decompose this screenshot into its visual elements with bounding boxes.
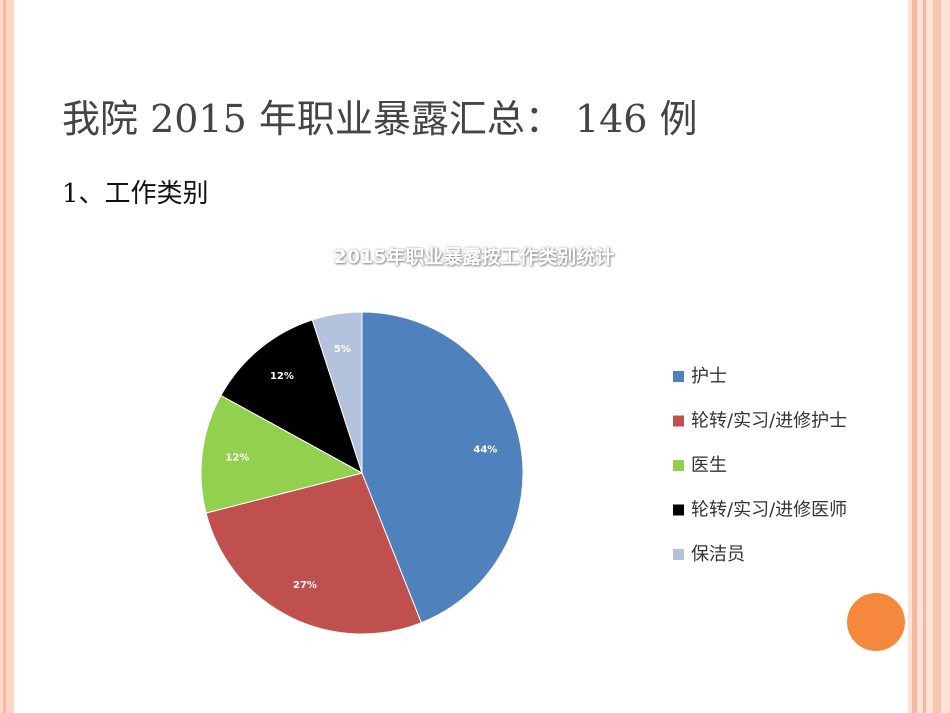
legend-label: 保洁员: [691, 544, 745, 565]
left-border: [0, 0, 14, 713]
right-stripe: [923, 0, 926, 713]
legend-label: 轮转/实习/进修医师: [691, 500, 847, 521]
legend-label: 护士: [691, 366, 727, 387]
legend-label: 医生: [691, 455, 727, 476]
legend-swatch: [673, 415, 684, 427]
legend-swatch: [673, 371, 684, 382]
data-label: 44%: [473, 444, 497, 455]
pie-slice: [220, 319, 363, 475]
decor-circle: [847, 593, 905, 651]
left-stripe: [3, 0, 6, 713]
data-label: 12%: [225, 452, 249, 463]
chart-title: 2015年职业暴露按工作类别统计: [334, 245, 615, 268]
data-label: 5%: [334, 344, 351, 355]
legend-swatch: [673, 460, 684, 471]
right-stripe: [912, 0, 917, 713]
pie-slice: [205, 472, 422, 635]
pie-slice: [311, 311, 363, 474]
data-label: 12%: [270, 371, 294, 382]
pie-slice: [200, 394, 364, 514]
legend-swatch: [673, 549, 684, 560]
legend-swatch: [673, 504, 684, 516]
pie-slice: [361, 311, 524, 624]
right-stripe: [933, 0, 941, 713]
slide-title: 我院 2015 年职业暴露汇总： 146 例: [62, 97, 698, 141]
slide-subtitle: 1、工作类别: [62, 179, 209, 209]
legend-label: 轮转/实习/进修护士: [691, 411, 847, 432]
data-label: 27%: [293, 580, 317, 591]
